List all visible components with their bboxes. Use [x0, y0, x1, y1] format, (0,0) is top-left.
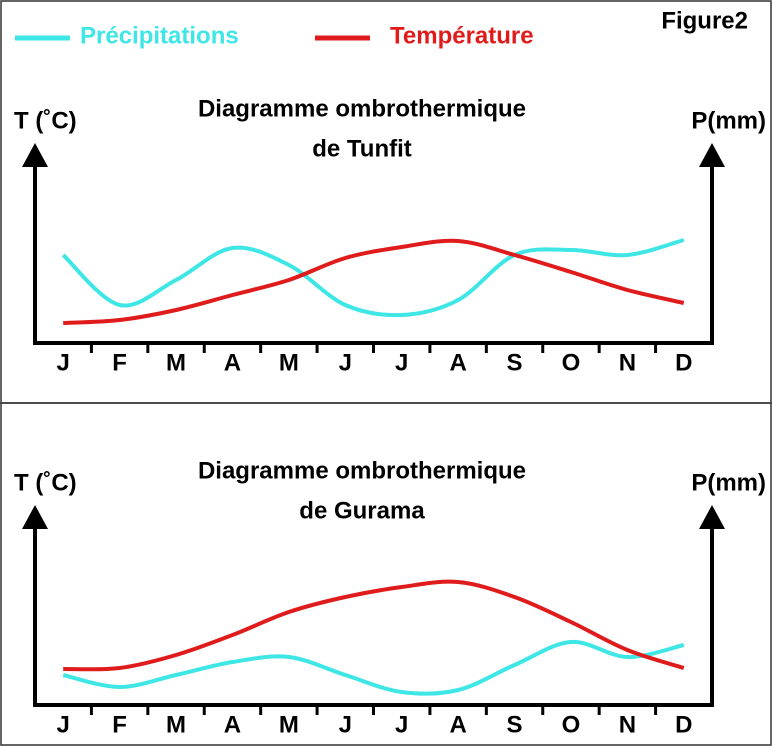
chart-title: de Tunfit [312, 135, 412, 162]
axis-arrow [22, 505, 48, 529]
x-tick-label: S [507, 711, 523, 738]
axis-arrow [22, 143, 48, 167]
data-line [63, 238, 685, 325]
x-tick-label: M [166, 711, 186, 738]
x-tick-label: O [562, 711, 581, 738]
x-tick-label: J [57, 349, 70, 376]
chart-title: de Gurama [299, 497, 425, 524]
data-line [63, 579, 685, 672]
x-tick-label: J [57, 711, 70, 738]
y-axis-label: T (˚C) [14, 469, 77, 496]
x-tick-label: J [339, 349, 352, 376]
x-tick-label: A [449, 711, 466, 738]
panel-border [0, 402, 772, 746]
x-tick-label: F [112, 711, 127, 738]
x-tick-label: J [395, 349, 408, 376]
y2-axis-label: P(mm) [691, 469, 766, 496]
figure-label: Figure2 [661, 7, 748, 34]
x-tick-label: M [166, 349, 186, 376]
chart-title: Diagramme ombrothermique [198, 95, 526, 122]
x-tick-label: A [449, 349, 466, 376]
y2-axis-label: P(mm) [691, 107, 766, 134]
x-tick-label: J [395, 711, 408, 738]
data-line [61, 238, 685, 318]
y-axis-label: T (˚C) [14, 107, 77, 134]
x-tick-label: M [279, 349, 299, 376]
x-tick-label: A [224, 349, 241, 376]
x-tick-label: D [675, 711, 692, 738]
chart-title: Diagramme ombrothermique [198, 457, 526, 484]
legend-label: Température [390, 22, 534, 49]
x-tick-label: J [339, 711, 352, 738]
x-tick-label: M [279, 711, 299, 738]
x-tick-label: F [112, 349, 127, 376]
legend-label: Précipitations [80, 22, 239, 49]
x-tick-label: N [619, 349, 636, 376]
axis-arrow [699, 505, 725, 529]
data-line [62, 639, 685, 696]
x-tick-label: D [675, 349, 692, 376]
x-tick-label: O [562, 349, 581, 376]
x-tick-label: A [224, 711, 241, 738]
x-tick-label: S [507, 349, 523, 376]
x-tick-label: N [619, 711, 636, 738]
axis-arrow [699, 143, 725, 167]
